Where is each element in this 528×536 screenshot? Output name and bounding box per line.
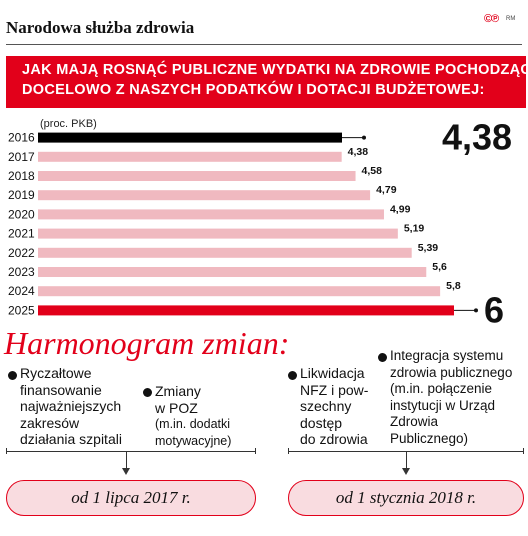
leader-dot [362,135,366,140]
highlight-value-first: 4,38 [442,117,512,158]
bullet-icon [8,371,17,380]
bar [38,132,342,143]
schedule-item-right-2: Integracja systemu zdrowia publicznego (… [390,348,512,447]
item-line: Likwidacja [300,365,365,381]
tick-label: 2016 [8,131,35,145]
bar [38,190,371,201]
schedule-title: Harmonogram zmian: [4,325,290,361]
page-title: Narodowa służba zdrowia [6,18,195,37]
item-line: Publicznego) [390,430,469,446]
item-line: najważniejszych [20,398,122,414]
bullet-icon [143,388,152,397]
data-label: 5,8 [446,280,461,292]
banner-line-2: DOCELOWO Z NASZYCH PODATKÓW I DOTACJI BU… [22,82,485,98]
bar [38,171,356,181]
arrow-down-icon [122,468,130,475]
bar [38,247,412,258]
data-label: 4,99 [390,203,411,215]
timeline-left [6,451,256,452]
top-divider [6,44,522,45]
item-line: Integracja systemu [390,348,504,363]
bar [38,228,398,239]
tick-label: 2024 [8,284,35,298]
data-label: 4,58 [362,165,383,177]
tick-label: 2022 [8,246,35,260]
timeline-tick [255,448,256,454]
schedule-item-left-2: Zmiany w POZ (m.in. dodatki motywacyjne) [155,383,231,449]
date-badge-2018: od 1 stycznia 2018 r. [288,480,524,516]
data-label: 4,79 [376,184,397,196]
item-line: zdrowia publicznego [390,364,513,380]
bar [38,286,441,297]
item-line: finansowanie [20,381,102,398]
bar [38,151,342,162]
schedule-item-left-1: Ryczałtowe finansowanie najważniejszych … [20,365,122,448]
item-line: instytucji w Urząd [390,397,496,413]
publisher-logo: ©℗ [484,13,499,25]
date-badge-2017: od 1 lipca 2017 r. [6,480,256,516]
data-label: 4,38 [348,146,369,158]
data-label: 5,39 [418,242,439,254]
item-line: motywacyjne) [155,433,232,448]
tick-label: 2019 [8,188,35,202]
author-credit: RM [506,16,516,22]
tick-label: 2020 [8,207,35,221]
bar-chart: 2016 4,38 2017 4,38 2018 4,58 2019 4,79 2020 4,99… [8,117,512,330]
chart-banner: JAK MAJĄ ROSNĄĆ PUBLICZNE WYDATKI NA ZDR… [6,56,528,108]
item-line: szechny [300,398,352,414]
item-line: dostęp [300,414,343,431]
data-label: 5,6 [432,261,447,273]
timeline-tick [523,448,524,454]
timeline-stem [126,451,127,469]
banner-line-1: JAK MAJĄ ROSNĄĆ PUBLICZNE WYDATKI NA ZDR… [22,62,528,78]
tick-label: 2017 [8,150,35,164]
item-line: Ryczałtowe [20,365,92,381]
tick-label: 2018 [8,169,35,183]
tick-label: 2021 [8,227,35,241]
timeline-stem [406,451,407,469]
timeline-tick [288,448,289,454]
unit-label: (proc. PKB) [40,118,97,130]
highlight-value-last: 6 [484,289,504,330]
item-line: w POZ [155,399,198,416]
bar [38,305,454,316]
item-line: działania szpitali [20,431,122,447]
leader-dot [474,308,478,313]
item-line: (m.in. dodatki [155,417,231,431]
timeline-tick [6,448,7,454]
item-line: (m.in. połączenie [390,381,493,396]
item-line: zakresów [20,414,80,431]
arrow-down-icon [402,468,410,475]
tick-label: 2023 [8,265,35,279]
data-label: 5,19 [404,223,425,235]
item-line: NFZ i pow- [300,381,369,398]
item-line: Zdrowia [390,414,439,429]
bullet-icon [378,353,387,362]
bar [38,267,427,277]
bar [38,209,384,220]
bullet-icon [288,371,297,380]
item-line: do zdrowia [300,431,368,447]
schedule-item-right-1: Likwidacja NFZ i pow- szechny dostęp do … [300,365,368,448]
item-line: Zmiany [155,383,201,399]
tick-label: 2025 [8,303,35,317]
